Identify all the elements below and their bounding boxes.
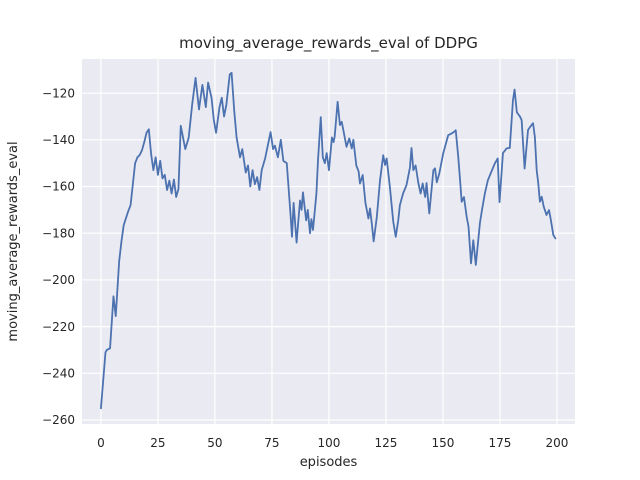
y-tick-label: −220 xyxy=(42,320,75,334)
x-tick-label: 175 xyxy=(489,436,512,450)
y-tick-label: −180 xyxy=(42,226,75,240)
reward-line xyxy=(100,71,557,410)
x-tick-label: 75 xyxy=(264,436,279,450)
x-axis-label: episodes xyxy=(300,455,358,470)
x-tick-label: 25 xyxy=(150,436,165,450)
x-tick-label: 0 xyxy=(97,436,105,450)
y-tick-label: −140 xyxy=(42,133,75,147)
x-tick-label: 150 xyxy=(432,436,455,450)
x-tick-label: 50 xyxy=(207,436,222,450)
series-lines xyxy=(100,71,557,410)
y-tick-label: −200 xyxy=(42,273,75,287)
y-tick-label: −240 xyxy=(42,367,75,381)
y-tick-label: −260 xyxy=(42,413,75,427)
x-tick-label: 100 xyxy=(318,436,341,450)
y-axis-label: moving_average_rewards_eval xyxy=(6,141,21,341)
gridlines xyxy=(82,59,575,424)
x-tick-label: 125 xyxy=(375,436,398,450)
y-tick-label: −120 xyxy=(42,86,75,100)
chart-title: moving_average_rewards_eval of DDPG xyxy=(179,34,478,53)
y-tick-label: −160 xyxy=(42,180,75,194)
x-tick-labels: 0 25 50 75 100 125 150 175 200 xyxy=(97,436,568,450)
y-tick-labels: −120 −140 −160 −180 −200 −220 −240 −260 xyxy=(42,86,75,427)
x-tick-label: 200 xyxy=(546,436,569,450)
